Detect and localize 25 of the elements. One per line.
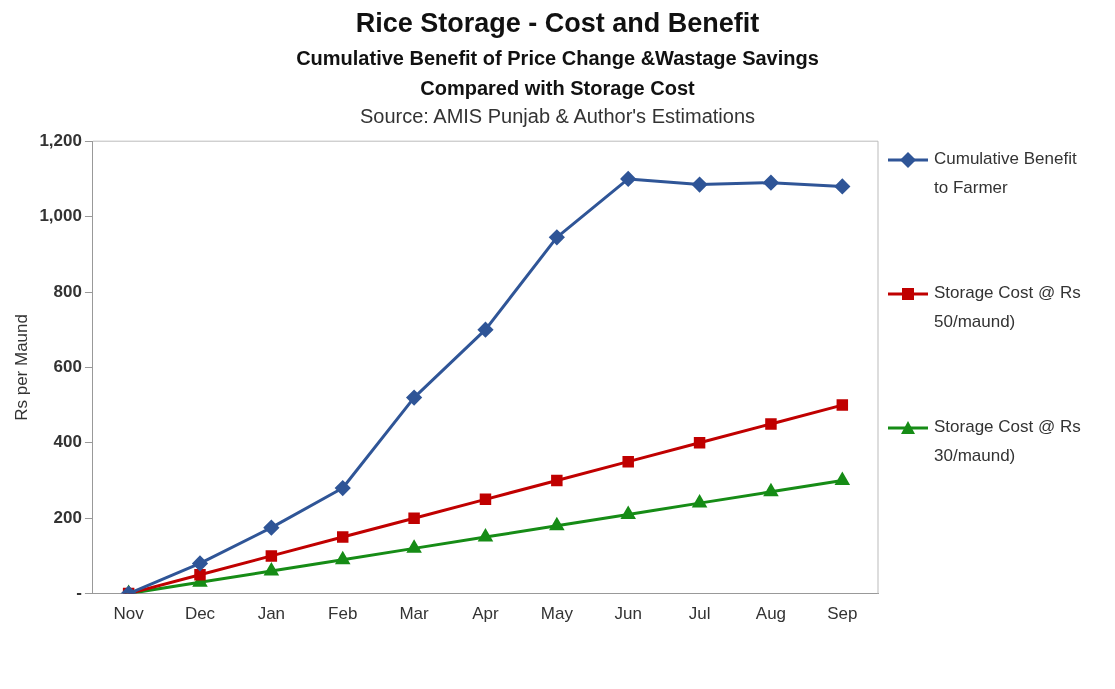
source-note: Source: AMIS Punjab & Author's Estimations (358, 105, 757, 128)
x-tick-label: Jun (614, 604, 642, 624)
x-tick-label: Nov (113, 604, 145, 624)
y-tick-label: 200 (53, 507, 82, 527)
y-tick-label: 600 (53, 357, 82, 377)
y-tick-label: 1,000 (39, 206, 82, 226)
x-tick-label: Aug (755, 604, 787, 624)
x-tick-label: Sep (827, 604, 858, 624)
y-tick-label: 800 (53, 281, 82, 301)
chart-title: Rice Storage - Cost and Benefit (354, 8, 761, 39)
y-axis-title: Rs per Maund (11, 314, 31, 421)
x-tick-label: Mar (399, 604, 430, 624)
y-tick-label: - (76, 583, 82, 603)
legend-label: Cumulative Benefit to Farmer (934, 148, 1078, 199)
legend-label: Storage Cost @ Rs 50/maund) (934, 282, 1082, 333)
chart-subtitle: Cumulative Benefit of Price Change &Wastage Savings Compared with Storage Cost (295, 46, 820, 101)
x-tick-label: Jul (688, 604, 711, 624)
y-tick-label: 400 (53, 432, 82, 452)
legend-label: Storage Cost @ Rs 30/maund) (934, 416, 1082, 467)
x-tick-label: May (540, 604, 574, 624)
x-tick-label: Dec (184, 604, 216, 624)
y-tick-label: 1,200 (39, 130, 82, 150)
x-tick-label: Feb (328, 604, 358, 624)
x-tick-label: Jan (257, 604, 286, 624)
x-tick-label: Apr (472, 604, 500, 624)
